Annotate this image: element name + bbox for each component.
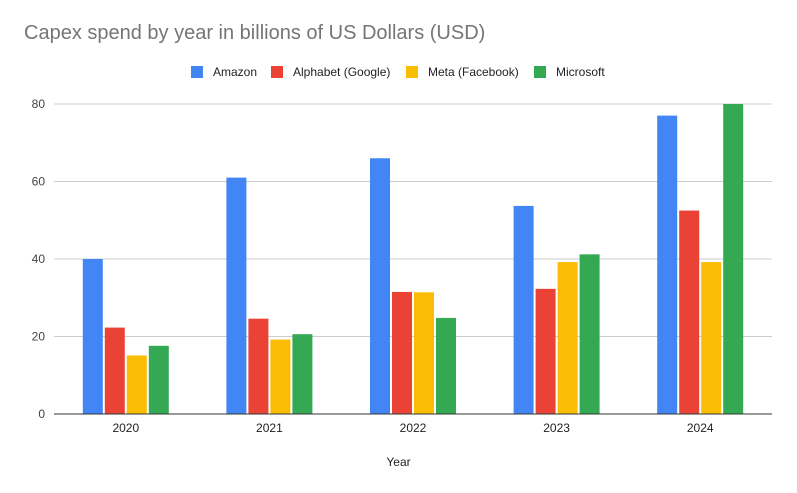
bar-meta-2021[interactable] (270, 339, 291, 414)
legend-item-amazon[interactable]: Amazon (191, 64, 257, 80)
bar-alphabet-2024[interactable] (679, 210, 700, 414)
bar-alphabet-2021[interactable] (248, 318, 269, 414)
axes: 0 20 40 60 80 2020 2021 2022 2023 2024 (32, 97, 772, 435)
bar-microsoft-2023[interactable] (579, 254, 600, 414)
x-tick-label: 2024 (687, 421, 714, 435)
y-tick-label: 20 (32, 330, 46, 344)
gridlines (54, 103, 772, 337)
bar-microsoft-2022[interactable] (436, 317, 456, 414)
legend-swatch-microsoft (534, 66, 546, 78)
bar-alphabet-2020[interactable] (104, 327, 125, 414)
y-tick-label: 40 (32, 252, 46, 266)
x-axis-title: Year (386, 455, 411, 469)
bar-amazon-2024[interactable] (657, 115, 678, 414)
bar-amazon-2023[interactable] (513, 205, 534, 414)
bar-meta-2024[interactable] (701, 262, 722, 414)
legend-label-alphabet: Alphabet (Google) (293, 65, 391, 79)
legend-label-meta: Meta (Facebook) (428, 65, 519, 79)
bar-alphabet-2022[interactable] (392, 291, 412, 414)
bar-amazon-2022[interactable] (370, 158, 390, 414)
x-tick-label: 2023 (543, 421, 570, 435)
bars (82, 104, 744, 414)
x-tick-label: 2022 (400, 421, 427, 435)
bar-amazon-2021[interactable] (226, 177, 247, 414)
y-tick-label: 60 (32, 175, 46, 189)
bar-amazon-2020[interactable] (82, 259, 103, 414)
legend-item-meta[interactable]: Meta (Facebook) (406, 64, 519, 80)
bar-microsoft-2024[interactable] (723, 104, 744, 414)
legend-item-alphabet[interactable]: Alphabet (Google) (271, 64, 390, 80)
legend-swatch-amazon (191, 66, 203, 78)
chart-title: Capex spend by year in billions of US Do… (24, 22, 486, 44)
bar-microsoft-2020[interactable] (148, 345, 169, 414)
legend-swatch-alphabet (271, 66, 283, 78)
bar-microsoft-2021[interactable] (292, 334, 313, 414)
x-tick-label: 2020 (112, 421, 139, 435)
legend-swatch-meta (406, 66, 418, 78)
bar-meta-2020[interactable] (126, 355, 147, 414)
legend: Amazon Alphabet (Google) Meta (Facebook)… (0, 64, 797, 84)
x-tick-label: 2021 (256, 421, 283, 435)
legend-item-microsoft[interactable]: Microsoft (534, 64, 605, 80)
legend-label-amazon: Amazon (213, 65, 258, 79)
y-tick-label: 0 (38, 407, 45, 421)
y-tick-label: 80 (32, 97, 46, 111)
bar-alphabet-2023[interactable] (535, 288, 556, 414)
bar-meta-2023[interactable] (557, 262, 578, 414)
bar-meta-2022[interactable] (414, 292, 434, 414)
legend-label-microsoft: Microsoft (556, 65, 605, 79)
